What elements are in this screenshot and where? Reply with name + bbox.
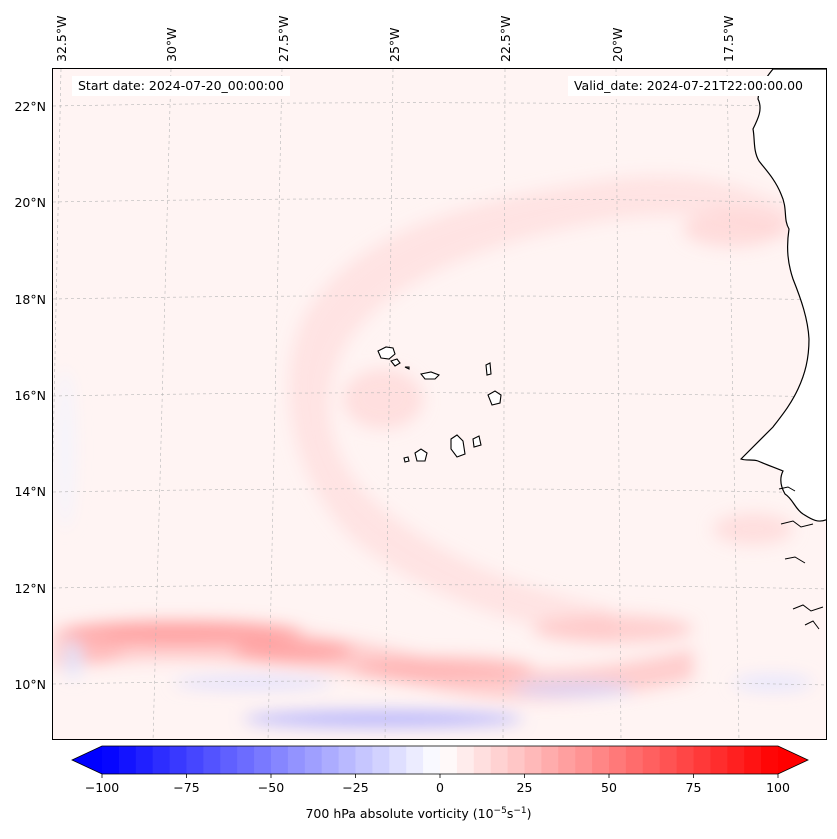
colorbar-cell	[507, 746, 525, 774]
colorbar-cell	[254, 746, 272, 774]
colorbar-cell	[135, 746, 154, 774]
colorbar-tick-label: 25	[516, 780, 533, 795]
lon-label-32-5w: 32.5°W	[54, 15, 69, 62]
colorbar-label: 700 hPa absolute vorticity (10−5s−1)	[305, 806, 532, 822]
lon-label-17-5w: 17.5°W	[721, 15, 736, 62]
colorbar-tick-label: 50	[601, 780, 617, 795]
colorbar-cell	[473, 746, 492, 774]
cape-verde-islands	[377, 346, 502, 463]
colorbar-cell	[524, 746, 542, 774]
island-santiago	[450, 434, 466, 458]
colorbar-cell	[321, 746, 340, 774]
island-santo-antao	[377, 346, 396, 360]
colorbar-cell	[406, 746, 424, 774]
graticule	[53, 69, 826, 739]
lat-label-10n: 10°N	[14, 677, 46, 692]
map-canvas	[53, 69, 826, 739]
colorbar-cell	[541, 746, 559, 774]
island-sao-nicolau	[420, 371, 440, 380]
lat-label-18n: 18°N	[14, 292, 46, 307]
coast-details	[778, 486, 824, 630]
colorbar-cell	[761, 746, 779, 774]
lon-label-25w: 25°W	[387, 27, 402, 62]
colorbar-cell	[152, 746, 171, 774]
colorbar-cell	[287, 746, 306, 774]
colorbar-cell	[271, 746, 289, 774]
colorbar-cell	[355, 746, 373, 774]
island-maio	[472, 435, 482, 448]
colorbar-cell	[659, 746, 678, 774]
africa-coastline	[739, 69, 826, 522]
colorbar-max-extend	[778, 746, 808, 774]
colorbar-cell	[490, 746, 509, 774]
colorbar-cell	[710, 746, 728, 774]
colorbar-tick-label: 75	[685, 780, 702, 795]
colorbar-tick-label: −100	[84, 780, 120, 795]
lat-label-22n: 22°N	[14, 99, 46, 114]
colorbar-cell	[186, 746, 204, 774]
start-date-label: Start date: 2024-07-20_00:00:00	[72, 76, 290, 96]
colorbar-cell	[609, 746, 627, 774]
colorbar-cell	[423, 746, 441, 774]
colorbar-min-extend	[72, 746, 102, 774]
colorbar-cell	[338, 746, 356, 774]
lat-label-20n: 20°N	[14, 195, 46, 210]
colorbar-cell	[625, 746, 644, 774]
colorbar-cell	[693, 746, 711, 774]
colorbar-cell	[575, 746, 593, 774]
lat-label-14n: 14°N	[14, 484, 46, 499]
colorbar-cell	[118, 746, 137, 774]
colorbar-tick-label: −25	[342, 780, 369, 795]
colorbar-tick-marks	[101, 774, 779, 778]
colorbar-tick-label: 0	[436, 780, 444, 795]
colorbar-cell	[389, 746, 407, 774]
island-sal	[485, 362, 492, 376]
vorticity-map	[52, 68, 827, 740]
colorbar-cell	[237, 746, 255, 774]
colorbar	[71, 745, 809, 778]
colorbar-cell	[456, 746, 475, 774]
island-brava	[403, 456, 410, 463]
colorbar-cells	[72, 746, 808, 774]
colorbar-tick-label: 100	[766, 780, 790, 795]
colorbar-tick-label: −75	[173, 780, 200, 795]
lon-label-20w: 20°W	[610, 27, 625, 62]
island-sao-vicente	[390, 358, 401, 367]
colorbar-cell	[203, 746, 221, 774]
lat-label-16n: 16°N	[14, 388, 46, 403]
colorbar-cell	[220, 746, 238, 774]
lon-label-30w: 30°W	[164, 27, 179, 62]
colorbar-tick-label: −50	[257, 780, 285, 795]
colorbar-cell	[558, 746, 576, 774]
colorbar-cell	[592, 746, 610, 774]
colorbar-cell	[372, 746, 390, 774]
colorbar-cell	[304, 746, 323, 774]
lon-label-27-5w: 27.5°W	[276, 15, 291, 62]
island-boa-vista	[487, 390, 502, 406]
colorbar-cell	[642, 746, 661, 774]
colorbar-cell	[169, 746, 187, 774]
lat-label-12n: 12°N	[14, 581, 46, 596]
colorbar-cell	[744, 746, 762, 774]
colorbar-cell	[102, 746, 120, 774]
colorbar-cell	[676, 746, 694, 774]
island-fogo	[414, 448, 428, 462]
vorticity-field	[53, 109, 826, 727]
colorbar-cell	[727, 746, 745, 774]
lon-label-22-5w: 22.5°W	[498, 15, 513, 62]
valid-date-label: Valid_date: 2024-07-21T22:00:00.00	[567, 76, 809, 96]
colorbar-cell	[440, 746, 458, 774]
